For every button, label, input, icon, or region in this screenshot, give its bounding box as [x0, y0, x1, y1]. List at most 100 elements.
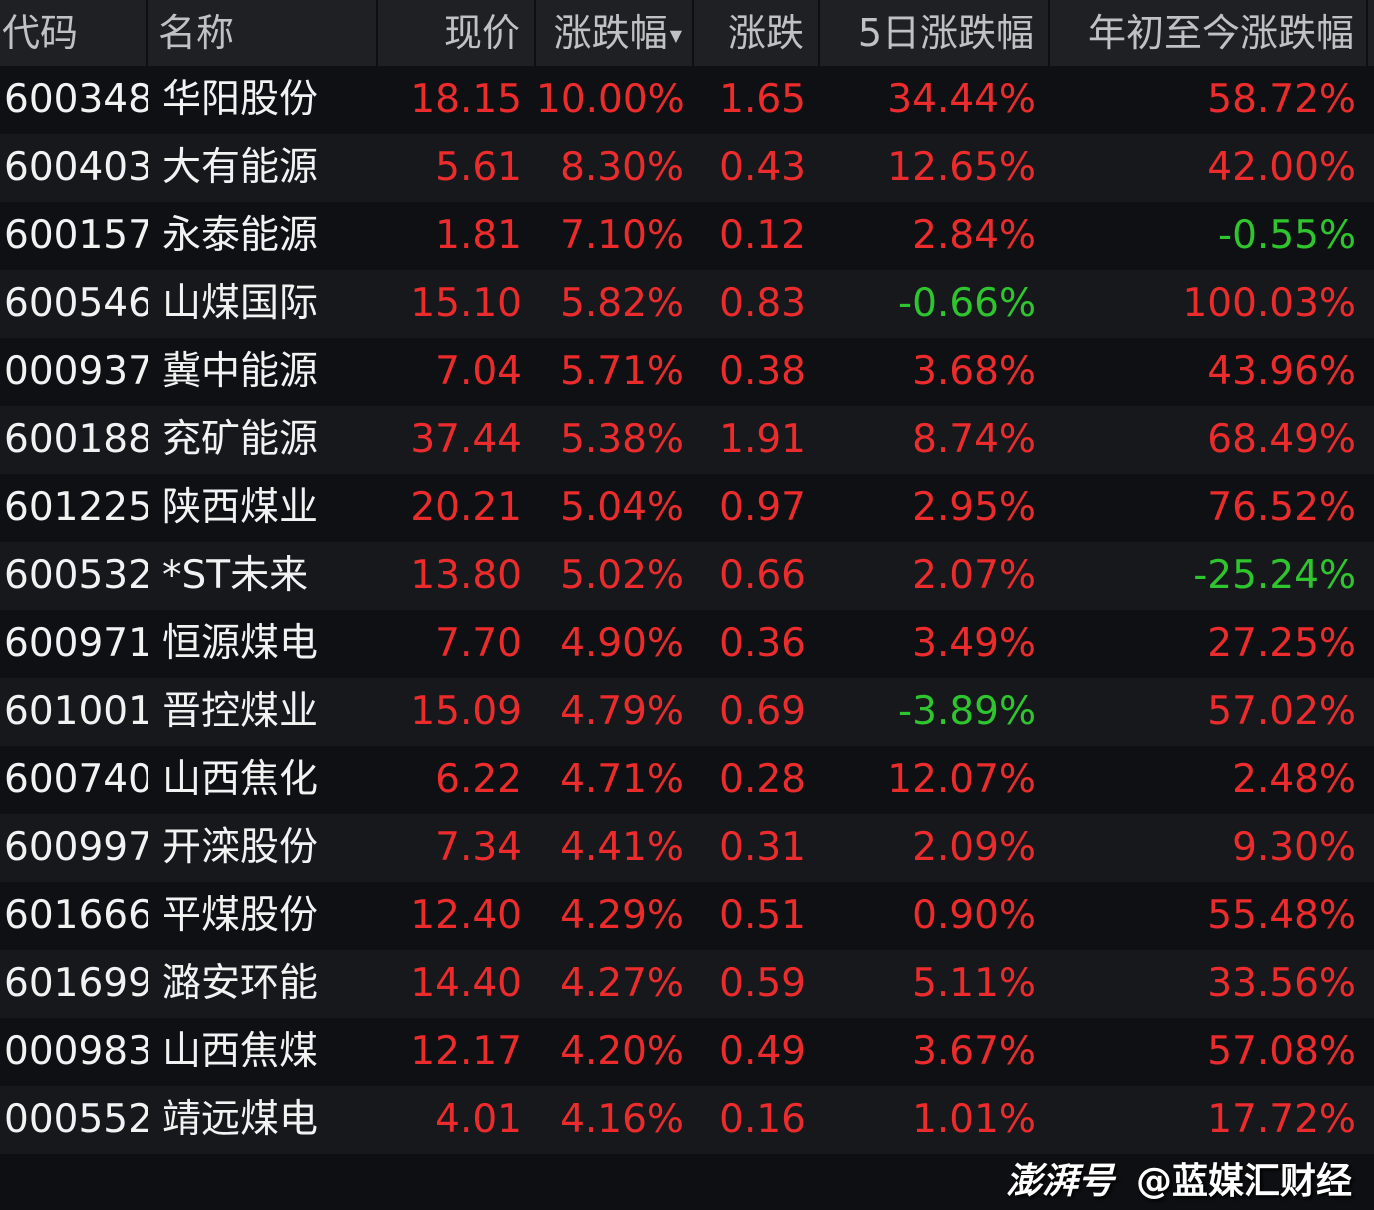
cell-code: 000552: [4, 1097, 148, 1142]
cell-change: 0.12: [719, 213, 806, 258]
watermark-logo: 澎湃号: [1005, 1161, 1114, 1202]
cell-pct5d: 1.01%: [912, 1097, 1036, 1142]
cell-price: 13.80: [410, 553, 522, 598]
cell-name: 山西焦煤: [162, 1029, 319, 1074]
cell-code: 601225: [4, 485, 148, 530]
cell-pct: 10.00%: [536, 77, 685, 122]
cell-pct5d: 12.65%: [887, 145, 1036, 190]
cell-code: 600348: [4, 77, 148, 122]
table-row[interactable]: 600546 山煤国际 15.10 5.82% 0.83 -0.66% 100.03%: [0, 270, 1374, 338]
cell-pct5d: 8.74%: [912, 417, 1036, 462]
table-row[interactable]: 600740 山西焦化 6.22 4.71% 0.28 12.07% 2.48%: [0, 746, 1374, 814]
cell-name: *ST未来: [162, 553, 309, 598]
cell-code: 600532: [4, 553, 148, 598]
cell-ytd: 42.00%: [1207, 145, 1356, 190]
cell-pct: 4.90%: [560, 621, 684, 666]
header-change[interactable]: 涨跌: [694, 0, 820, 66]
cell-change: 1.65: [719, 77, 806, 122]
cell-name: 永泰能源: [162, 213, 319, 258]
table-row[interactable]: 600532 *ST未来 13.80 5.02% 0.66 2.07% -25.24%: [0, 542, 1374, 610]
cell-pct5d: -0.66%: [898, 281, 1036, 326]
table-row[interactable]: 601666 平煤股份 12.40 4.29% 0.51 0.90% 55.48%: [0, 882, 1374, 950]
cell-code: 000937: [4, 349, 148, 394]
cell-pct5d: 34.44%: [887, 77, 1036, 122]
watermark-author: @蓝媒汇财经: [1135, 1161, 1352, 1202]
cell-change: 0.83: [719, 281, 806, 326]
cell-name: 华阳股份: [162, 77, 319, 122]
cell-price: 37.44: [410, 417, 522, 462]
cell-price: 7.70: [435, 621, 522, 666]
table-row[interactable]: 600348 华阳股份 18.15 10.00% 1.65 34.44% 58.72%: [0, 66, 1374, 134]
cell-ytd: 57.08%: [1207, 1029, 1356, 1074]
cell-price: 20.21: [410, 485, 522, 530]
table-row[interactable]: 000983 山西焦煤 12.17 4.20% 0.49 3.67% 57.08%: [0, 1018, 1374, 1086]
cell-pct: 5.82%: [560, 281, 684, 326]
table-body: 600348 华阳股份 18.15 10.00% 1.65 34.44% 58.72% 600…: [0, 66, 1374, 1154]
header-pct-label: 涨跌幅: [553, 11, 668, 55]
cell-name: 陕西煤业: [162, 485, 319, 530]
cell-code: 600997: [4, 825, 148, 870]
cell-ytd: 17.72%: [1207, 1097, 1356, 1142]
cell-code: 600188: [4, 417, 148, 462]
cell-pct: 5.38%: [560, 417, 684, 462]
cell-ytd: -25.24%: [1193, 553, 1356, 598]
sort-desc-icon: ▼: [669, 25, 682, 45]
cell-name: 山煤国际: [162, 281, 319, 326]
cell-name: 开滦股份: [162, 825, 319, 870]
cell-pct5d: -3.89%: [898, 689, 1036, 734]
cell-name: 晋控煤业: [162, 689, 319, 734]
cell-name: 潞安环能: [162, 961, 319, 1006]
cell-ytd: -0.55%: [1218, 213, 1356, 258]
cell-price: 1.81: [435, 213, 522, 258]
cell-code: 600546: [4, 281, 148, 326]
cell-change: 0.38: [719, 349, 806, 394]
cell-code: 600971: [4, 621, 148, 666]
cell-pct5d: 3.67%: [912, 1029, 1036, 1074]
header-pct[interactable]: 涨跌幅 ▼: [536, 0, 694, 66]
header-price[interactable]: 现价: [378, 0, 536, 66]
cell-price: 6.22: [435, 757, 522, 802]
cell-name: 靖远煤电: [162, 1097, 319, 1142]
cell-price: 15.10: [410, 281, 522, 326]
cell-pct: 5.02%: [560, 553, 684, 598]
table-row[interactable]: 601699 潞安环能 14.40 4.27% 0.59 5.11% 33.56%: [0, 950, 1374, 1018]
cell-code: 600157: [4, 213, 148, 258]
cell-pct: 5.04%: [560, 485, 684, 530]
cell-name: 兖矿能源: [162, 417, 319, 462]
cell-price: 7.34: [435, 825, 522, 870]
table-row[interactable]: 000937 冀中能源 7.04 5.71% 0.38 3.68% 43.96%: [0, 338, 1374, 406]
cell-pct5d: 5.11%: [912, 961, 1036, 1006]
cell-price: 18.15: [410, 77, 522, 122]
table-row[interactable]: 600403 大有能源 5.61 8.30% 0.43 12.65% 42.00%: [0, 134, 1374, 202]
table-row[interactable]: 600157 永泰能源 1.81 7.10% 0.12 2.84% -0.55%: [0, 202, 1374, 270]
cell-change: 0.36: [719, 621, 806, 666]
cell-name: 冀中能源: [162, 349, 319, 394]
cell-name: 山西焦化: [162, 757, 319, 802]
cell-change: 1.91: [719, 417, 806, 462]
cell-change: 0.43: [719, 145, 806, 190]
table-row[interactable]: 600997 开滦股份 7.34 4.41% 0.31 2.09% 9.30%: [0, 814, 1374, 882]
cell-pct5d: 12.07%: [887, 757, 1036, 802]
header-code[interactable]: 代码: [0, 0, 148, 66]
table-row[interactable]: 601001 晋控煤业 15.09 4.79% 0.69 -3.89% 57.02%: [0, 678, 1374, 746]
cell-ytd: 2.48%: [1232, 757, 1356, 802]
cell-price: 14.40: [410, 961, 522, 1006]
table-row[interactable]: 000552 靖远煤电 4.01 4.16% 0.16 1.01% 17.72%: [0, 1086, 1374, 1154]
cell-pct: 4.20%: [560, 1029, 684, 1074]
header-ytd[interactable]: 年初至今涨跌幅: [1050, 0, 1368, 66]
cell-code: 601666: [4, 893, 148, 938]
table-row[interactable]: 600971 恒源煤电 7.70 4.90% 0.36 3.49% 27.25%: [0, 610, 1374, 678]
cell-change: 0.66: [719, 553, 806, 598]
cell-price: 7.04: [435, 349, 522, 394]
cell-code: 601699: [4, 961, 148, 1006]
header-name[interactable]: 名称: [148, 0, 378, 66]
header-pct5d[interactable]: 5日涨跌幅: [820, 0, 1050, 66]
table-row[interactable]: 600188 兖矿能源 37.44 5.38% 1.91 8.74% 68.49%: [0, 406, 1374, 474]
cell-pct5d: 2.95%: [912, 485, 1036, 530]
cell-ytd: 76.52%: [1207, 485, 1356, 530]
cell-pct5d: 2.84%: [912, 213, 1036, 258]
cell-change: 0.16: [719, 1097, 806, 1142]
cell-code: 000983: [4, 1029, 148, 1074]
table-row[interactable]: 601225 陕西煤业 20.21 5.04% 0.97 2.95% 76.52%: [0, 474, 1374, 542]
cell-change: 0.51: [719, 893, 806, 938]
